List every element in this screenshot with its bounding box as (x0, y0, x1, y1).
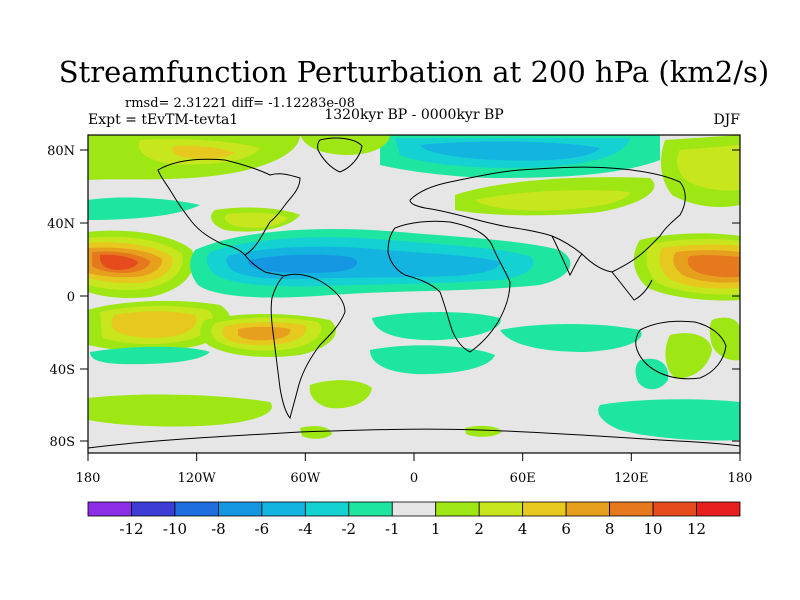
contour-s-antarctic-green2 (465, 425, 502, 437)
lon-tick-120e: 120E (614, 471, 648, 486)
lat-tick-80n: 80N (47, 144, 75, 159)
coastline-africa (387, 220, 511, 353)
contour-mid-pacific-yellow (224, 212, 288, 228)
contour-s-high-green (88, 394, 272, 427)
coastline-india (551, 235, 583, 277)
contour-asia-yellow (475, 190, 630, 211)
colorbar-swatch (391, 501, 437, 517)
colorbar-swatch (435, 501, 480, 517)
colorbar-label: 8 (605, 520, 615, 538)
contour-s-pacific-gold (111, 311, 197, 338)
contour-s-america-orange (238, 326, 291, 341)
stats-line: rmsd= 2.31221 diff= -1.12283e-08 (125, 96, 355, 111)
lat-tick-40s: 40S (50, 363, 75, 378)
contour-greenland-green (300, 135, 390, 155)
coastline-se-asia (611, 271, 653, 301)
colorbar-label: 6 (561, 520, 571, 538)
contour-s-high-cyan (598, 399, 740, 441)
contour-aus-green (665, 333, 712, 379)
colorbar-swatch (174, 501, 219, 517)
colorbar-label: -8 (211, 520, 226, 538)
contour-field (88, 135, 740, 441)
lon-tick-120w: 120W (178, 471, 217, 486)
lon-tick-60e: 60E (510, 471, 536, 486)
colorbar-swatch (131, 501, 176, 517)
colorbar-swatch (609, 501, 654, 517)
contour-n-atlantic-blue (420, 141, 600, 161)
coastline-greenland (317, 137, 363, 173)
coastlines (88, 137, 740, 449)
lat-tick-40n: 40N (47, 217, 75, 232)
colorbar-label: 12 (687, 520, 706, 538)
contour-aus-cyan (635, 358, 669, 390)
contour-ne-pacific-yellow (677, 145, 740, 191)
lat-tick-0: 0 (67, 290, 75, 305)
coastline-eurasia (409, 166, 686, 273)
colorbar-swatch (565, 501, 611, 517)
contour-indian-green (372, 312, 501, 341)
lon-tick-60w: 60W (290, 471, 321, 486)
contour-indian-cyan (370, 345, 495, 375)
coastline-north-america (157, 158, 301, 256)
colorbar-swatch (87, 501, 132, 517)
lat-tick-80s: 80S (50, 435, 75, 450)
colorbar-swatch (696, 501, 741, 517)
latitude-axis (80, 149, 740, 442)
colorbar-label: -2 (341, 520, 356, 538)
season-label: DJF (713, 112, 740, 128)
coastline-antarctica (88, 428, 740, 449)
longitude-axis (87, 453, 741, 461)
colorbar-swatch (261, 501, 306, 517)
colorbar-label: 1 (431, 520, 441, 538)
lon-tick-0: 0 (410, 471, 418, 486)
contour-east-green (709, 317, 740, 361)
colorbar-label: -4 (298, 520, 313, 538)
period-label: 1320kyr BP - 0000kyr BP (324, 107, 503, 123)
colorbar-swatch (348, 501, 393, 517)
contour-pacific-high-red (99, 254, 138, 270)
colorbar-swatch (217, 501, 263, 517)
contour-s-atlantic-green (309, 380, 372, 409)
colorbar-label: -1 (385, 520, 400, 538)
colorbar-swatch (652, 501, 697, 517)
colorbar-label: 2 (474, 520, 484, 538)
lon-tick-180e: 180 (728, 471, 753, 486)
colorbar-swatch (478, 501, 524, 517)
colorbar-swatch (522, 501, 567, 517)
contour-tropic-trough-darkblue (248, 254, 358, 273)
coastline-australia (635, 320, 727, 380)
colorbar-label: 10 (644, 520, 663, 538)
colorbar-label: -6 (255, 520, 270, 538)
colorbar-label: 4 (518, 520, 528, 538)
colorbar-label: -12 (119, 520, 143, 538)
lon-tick-180w: 180 (76, 471, 101, 486)
contour-mid-pacific-cyan (88, 197, 200, 220)
coastline-central-america (244, 254, 285, 277)
contour-s-indian-cyan (500, 324, 642, 352)
contour-wpacific-darkorange (687, 255, 740, 278)
figure-title: Streamfunction Perturbation at 200 hPa (… (59, 55, 769, 89)
map-panel: 80N 40N 0 40S 80S 180 120W 60W 0 60E 120… (47, 134, 753, 486)
coastline-south-america (270, 273, 346, 420)
contour-n-pacific-orange (172, 145, 235, 159)
experiment-label: Expt = tEvTM-tevta1 (88, 112, 238, 128)
contour-s-antarctic-green (300, 426, 332, 439)
colorbar: -12 -10 -8 -6 -4 -2 -1 1 2 4 6 8 10 12 (87, 501, 741, 538)
colorbar-label: -10 (163, 520, 187, 538)
contour-s-cyan-band (90, 346, 210, 365)
colorbar-swatch (304, 501, 350, 517)
